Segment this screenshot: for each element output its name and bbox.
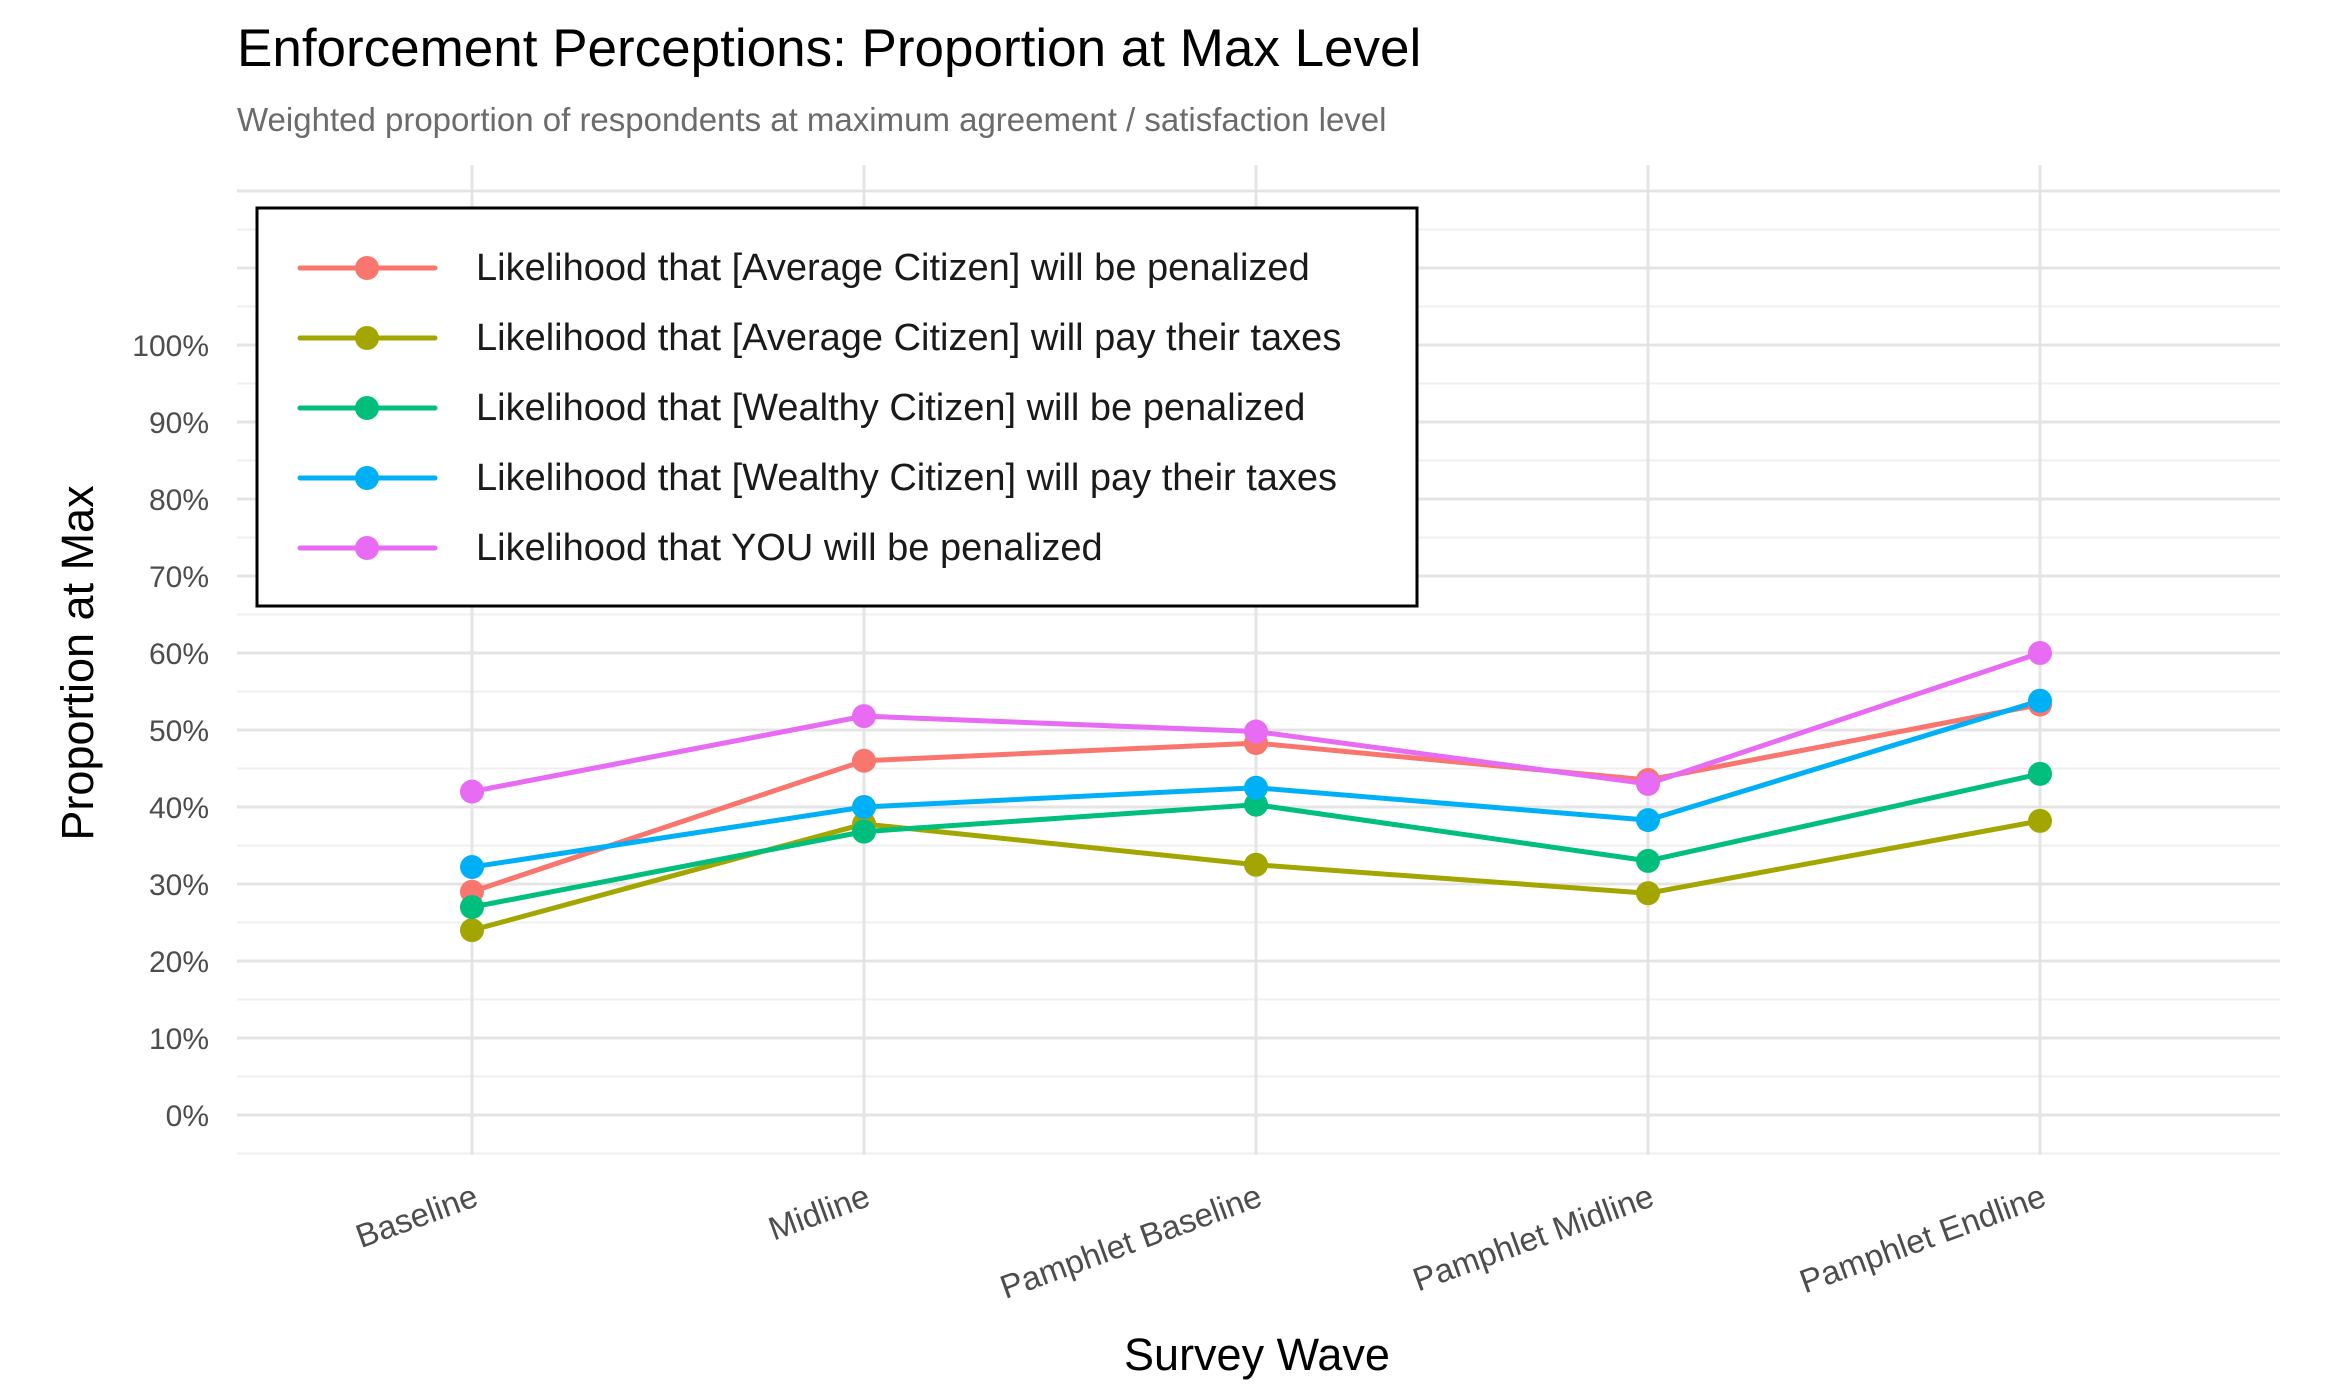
legend-key-point bbox=[355, 536, 379, 560]
legend-label: Likelihood that [Wealthy Citizen] will b… bbox=[476, 387, 1305, 429]
y-tick-label: 10% bbox=[149, 1023, 209, 1056]
legend-key-point bbox=[355, 326, 379, 350]
legend-key-point bbox=[355, 396, 379, 420]
legend-key-point bbox=[355, 256, 379, 280]
data-point bbox=[1244, 719, 1268, 744]
data-point bbox=[460, 895, 484, 920]
chart-subtitle: Weighted proportion of respondents at ma… bbox=[237, 101, 1387, 138]
y-tick-label: 70% bbox=[149, 561, 209, 594]
x-axis: Baseline Midline Pamphlet Baseline Pamphlet… bbox=[351, 1177, 2051, 1306]
y-tick-label: 80% bbox=[149, 484, 209, 517]
y-tick-label: 60% bbox=[149, 638, 209, 671]
y-tick-label: 0% bbox=[166, 1100, 209, 1133]
x-tick-label: Midline bbox=[763, 1177, 874, 1248]
y-tick-label: 90% bbox=[149, 407, 209, 440]
data-point bbox=[460, 855, 484, 880]
data-point bbox=[852, 704, 876, 729]
series-group bbox=[460, 641, 2052, 943]
x-axis-title: Survey Wave bbox=[1124, 1329, 1390, 1380]
y-tick-label: 40% bbox=[149, 792, 209, 825]
legend: Likelihood that [Average Citizen] will b… bbox=[255, 206, 1419, 608]
data-point bbox=[1636, 848, 1660, 873]
y-axis: 0% 10% 20% 30% 40% 50% 60% 70% 80% 90% 100% bbox=[132, 330, 209, 1133]
data-point bbox=[852, 819, 876, 844]
data-point bbox=[2028, 808, 2052, 833]
data-point bbox=[460, 779, 484, 804]
data-point bbox=[2028, 641, 2052, 665]
x-tick-label: Baseline bbox=[351, 1177, 483, 1255]
legend-label: Likelihood that [Wealthy Citizen] will p… bbox=[476, 457, 1337, 499]
y-tick-label: 100% bbox=[132, 330, 209, 363]
legend-label: Likelihood that [Average Citizen] will p… bbox=[476, 317, 1341, 359]
data-point bbox=[1244, 852, 1268, 877]
data-point bbox=[852, 748, 876, 773]
x-tick-label: Pamphlet Endline bbox=[1795, 1177, 2051, 1300]
data-point bbox=[1636, 881, 1660, 906]
legend-label: Likelihood that [Average Citizen] will b… bbox=[476, 247, 1310, 289]
y-tick-label: 20% bbox=[149, 946, 209, 979]
y-tick-label: 50% bbox=[149, 715, 209, 748]
data-point bbox=[2028, 688, 2052, 713]
data-point bbox=[1636, 808, 1660, 833]
legend-label: Likelihood that YOU will be penalized bbox=[476, 527, 1103, 569]
data-point bbox=[1244, 775, 1268, 800]
y-tick-label: 30% bbox=[149, 869, 209, 902]
chart-title: Enforcement Perceptions: Proportion at M… bbox=[237, 19, 1421, 78]
x-tick-label: Pamphlet Midline bbox=[1408, 1177, 1659, 1298]
data-point bbox=[2028, 761, 2052, 786]
legend-key-point bbox=[355, 466, 379, 490]
data-point bbox=[852, 795, 876, 819]
legend-box bbox=[255, 206, 1419, 608]
x-tick-label: Pamphlet Baseline bbox=[995, 1177, 1266, 1306]
data-point bbox=[1636, 771, 1660, 796]
data-point bbox=[1244, 792, 1268, 817]
data-point bbox=[460, 918, 484, 943]
y-axis-title: Proportion at Max bbox=[52, 485, 103, 841]
